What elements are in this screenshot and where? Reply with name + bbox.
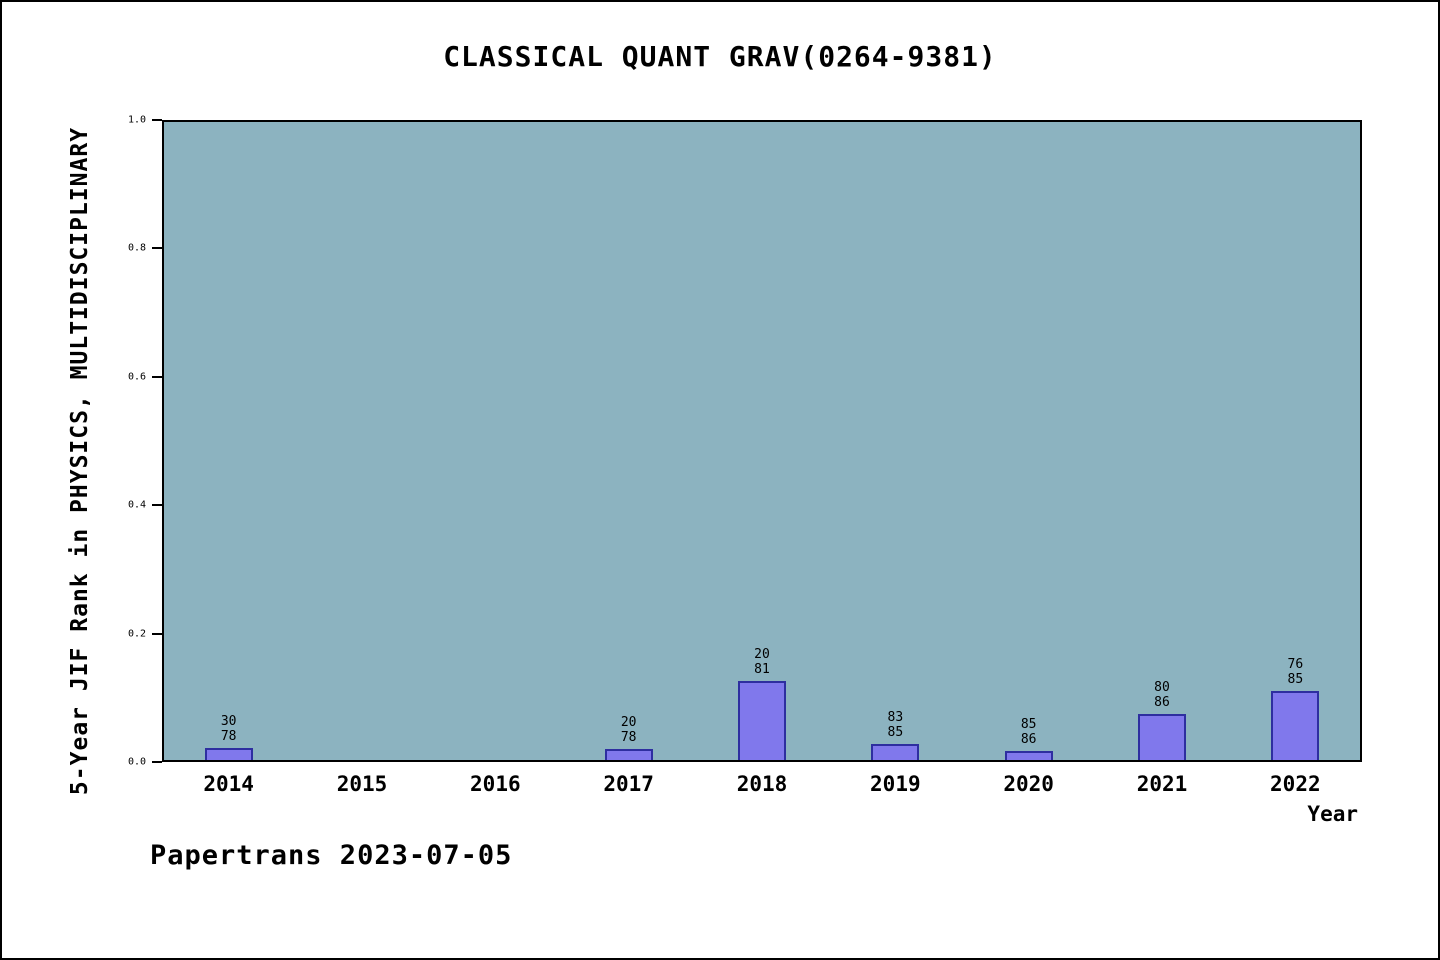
bar-value-line: 85 <box>1287 672 1304 688</box>
plot-area <box>162 120 1362 762</box>
bar-value-label: 20 78 <box>621 715 637 745</box>
y-tick-label: 1.0 <box>127 114 146 126</box>
bar-value-line: 86 <box>1020 732 1037 748</box>
bar <box>204 748 253 760</box>
bar-value-line: 86 <box>1154 694 1170 710</box>
bar-value-line: 20 <box>754 647 770 663</box>
bar-value-line: 78 <box>220 729 237 745</box>
bar <box>738 681 786 760</box>
bar-value-line: 85 <box>1020 717 1037 733</box>
x-tick-label: 2016 <box>470 772 521 796</box>
x-tick-label: 2022 <box>1270 772 1321 796</box>
bar-value-line: 76 <box>1287 657 1304 673</box>
y-tick-label: 0.4 <box>127 499 146 511</box>
bar-value-label: 20 81 <box>754 647 770 677</box>
bar-value-line: 85 <box>887 724 904 740</box>
bar-value-line: 78 <box>620 730 637 746</box>
footer-note: Papertrans 2023-07-05 <box>150 840 513 871</box>
bar <box>1138 713 1186 760</box>
y-tick-mark <box>152 247 162 250</box>
bar-value-line: 83 <box>887 709 904 725</box>
bar-value-line: 80 <box>1154 679 1170 695</box>
chart-wrap: 0.0 0.2 0.4 0.6 0.8 1.0 2014 30 78 2015 2016 2017 20… <box>128 115 1362 796</box>
bar-value-line: 81 <box>754 662 770 678</box>
y-tick-mark <box>152 119 162 121</box>
bar <box>604 749 653 760</box>
x-tick-label: 2019 <box>870 772 921 796</box>
y-tick-label: 0.8 <box>127 242 146 254</box>
bar <box>1271 691 1320 760</box>
bar-value-line: 30 <box>220 714 237 730</box>
x-tick-label: 2015 <box>336 772 388 796</box>
y-tick-mark <box>152 504 162 507</box>
x-axis-title: Year <box>1307 802 1358 826</box>
y-tick-mark <box>152 375 162 378</box>
bar-value-label: 76 85 <box>1288 657 1304 687</box>
x-tick-label: 2014 <box>203 772 254 796</box>
bar-value-label: 30 78 <box>221 714 237 744</box>
x-tick-label: 2017 <box>603 772 654 796</box>
x-tick-label: 2021 <box>1136 772 1188 796</box>
x-tick-label: 2018 <box>736 772 788 796</box>
bar-value-label: 85 86 <box>1021 717 1037 747</box>
y-tick-mark <box>152 761 162 763</box>
bar-value-line: 20 <box>620 715 637 731</box>
bar-value-label: 83 85 <box>888 710 904 740</box>
y-tick-mark <box>152 632 162 635</box>
y-axis-title: 5-Year JIF Rank in PHYSICS, MULTIDISCIPL… <box>67 126 93 796</box>
y-tick-label: 0.2 <box>127 628 146 640</box>
bar <box>1004 751 1053 760</box>
bar <box>871 743 920 760</box>
x-tick-label: 2020 <box>1003 772 1054 796</box>
y-tick-label: 0.0 <box>127 756 146 768</box>
y-tick-label: 0.6 <box>127 371 146 383</box>
chart-title: CLASSICAL QUANT GRAV(0264-9381) <box>443 40 997 73</box>
bar-value-label: 80 86 <box>1154 680 1170 710</box>
